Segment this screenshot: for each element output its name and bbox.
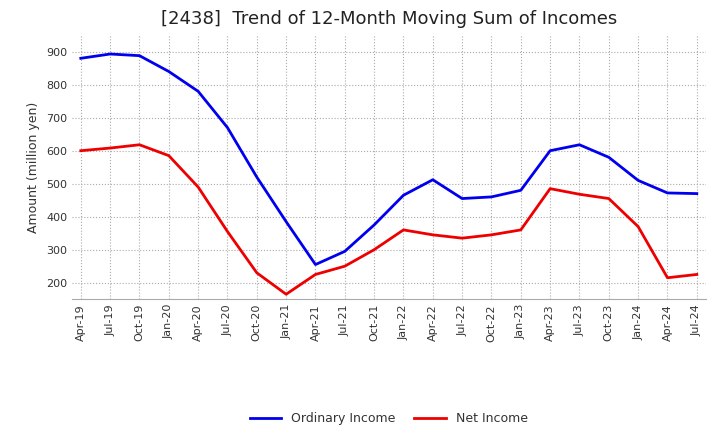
Net Income <box>164 153 173 158</box>
Ordinary Income <box>399 193 408 198</box>
Net Income <box>487 232 496 238</box>
Net Income <box>575 192 584 197</box>
Ordinary Income <box>223 125 232 130</box>
Ordinary Income <box>164 69 173 74</box>
Ordinary Income <box>663 190 672 195</box>
Ordinary Income <box>546 148 554 153</box>
Ordinary Income <box>575 142 584 147</box>
Ordinary Income <box>487 194 496 200</box>
Ordinary Income <box>106 51 114 57</box>
Ordinary Income <box>370 222 379 227</box>
Net Income <box>399 227 408 232</box>
Ordinary Income <box>194 88 202 94</box>
Ordinary Income <box>341 249 349 254</box>
Ordinary Income <box>605 154 613 160</box>
Ordinary Income <box>634 178 642 183</box>
Net Income <box>605 196 613 201</box>
Ordinary Income <box>428 177 437 183</box>
Net Income <box>194 184 202 190</box>
Legend: Ordinary Income, Net Income: Ordinary Income, Net Income <box>245 407 533 430</box>
Ordinary Income <box>516 187 525 193</box>
Net Income <box>663 275 672 280</box>
Net Income <box>253 270 261 275</box>
Net Income <box>223 229 232 234</box>
Ordinary Income <box>693 191 701 196</box>
Ordinary Income <box>458 196 467 201</box>
Y-axis label: Amount (million yen): Amount (million yen) <box>27 102 40 233</box>
Ordinary Income <box>282 219 290 224</box>
Ordinary Income <box>76 55 85 61</box>
Net Income <box>428 232 437 238</box>
Net Income <box>634 224 642 229</box>
Ordinary Income <box>311 262 320 267</box>
Net Income <box>370 247 379 253</box>
Line: Net Income: Net Income <box>81 145 697 294</box>
Net Income <box>76 148 85 153</box>
Ordinary Income <box>135 53 144 58</box>
Ordinary Income <box>253 174 261 180</box>
Net Income <box>693 272 701 277</box>
Net Income <box>311 272 320 277</box>
Net Income <box>458 235 467 241</box>
Net Income <box>282 292 290 297</box>
Net Income <box>516 227 525 232</box>
Title: [2438]  Trend of 12-Month Moving Sum of Incomes: [2438] Trend of 12-Month Moving Sum of I… <box>161 10 617 28</box>
Net Income <box>341 264 349 269</box>
Net Income <box>106 145 114 150</box>
Net Income <box>135 142 144 147</box>
Line: Ordinary Income: Ordinary Income <box>81 54 697 264</box>
Net Income <box>546 186 554 191</box>
